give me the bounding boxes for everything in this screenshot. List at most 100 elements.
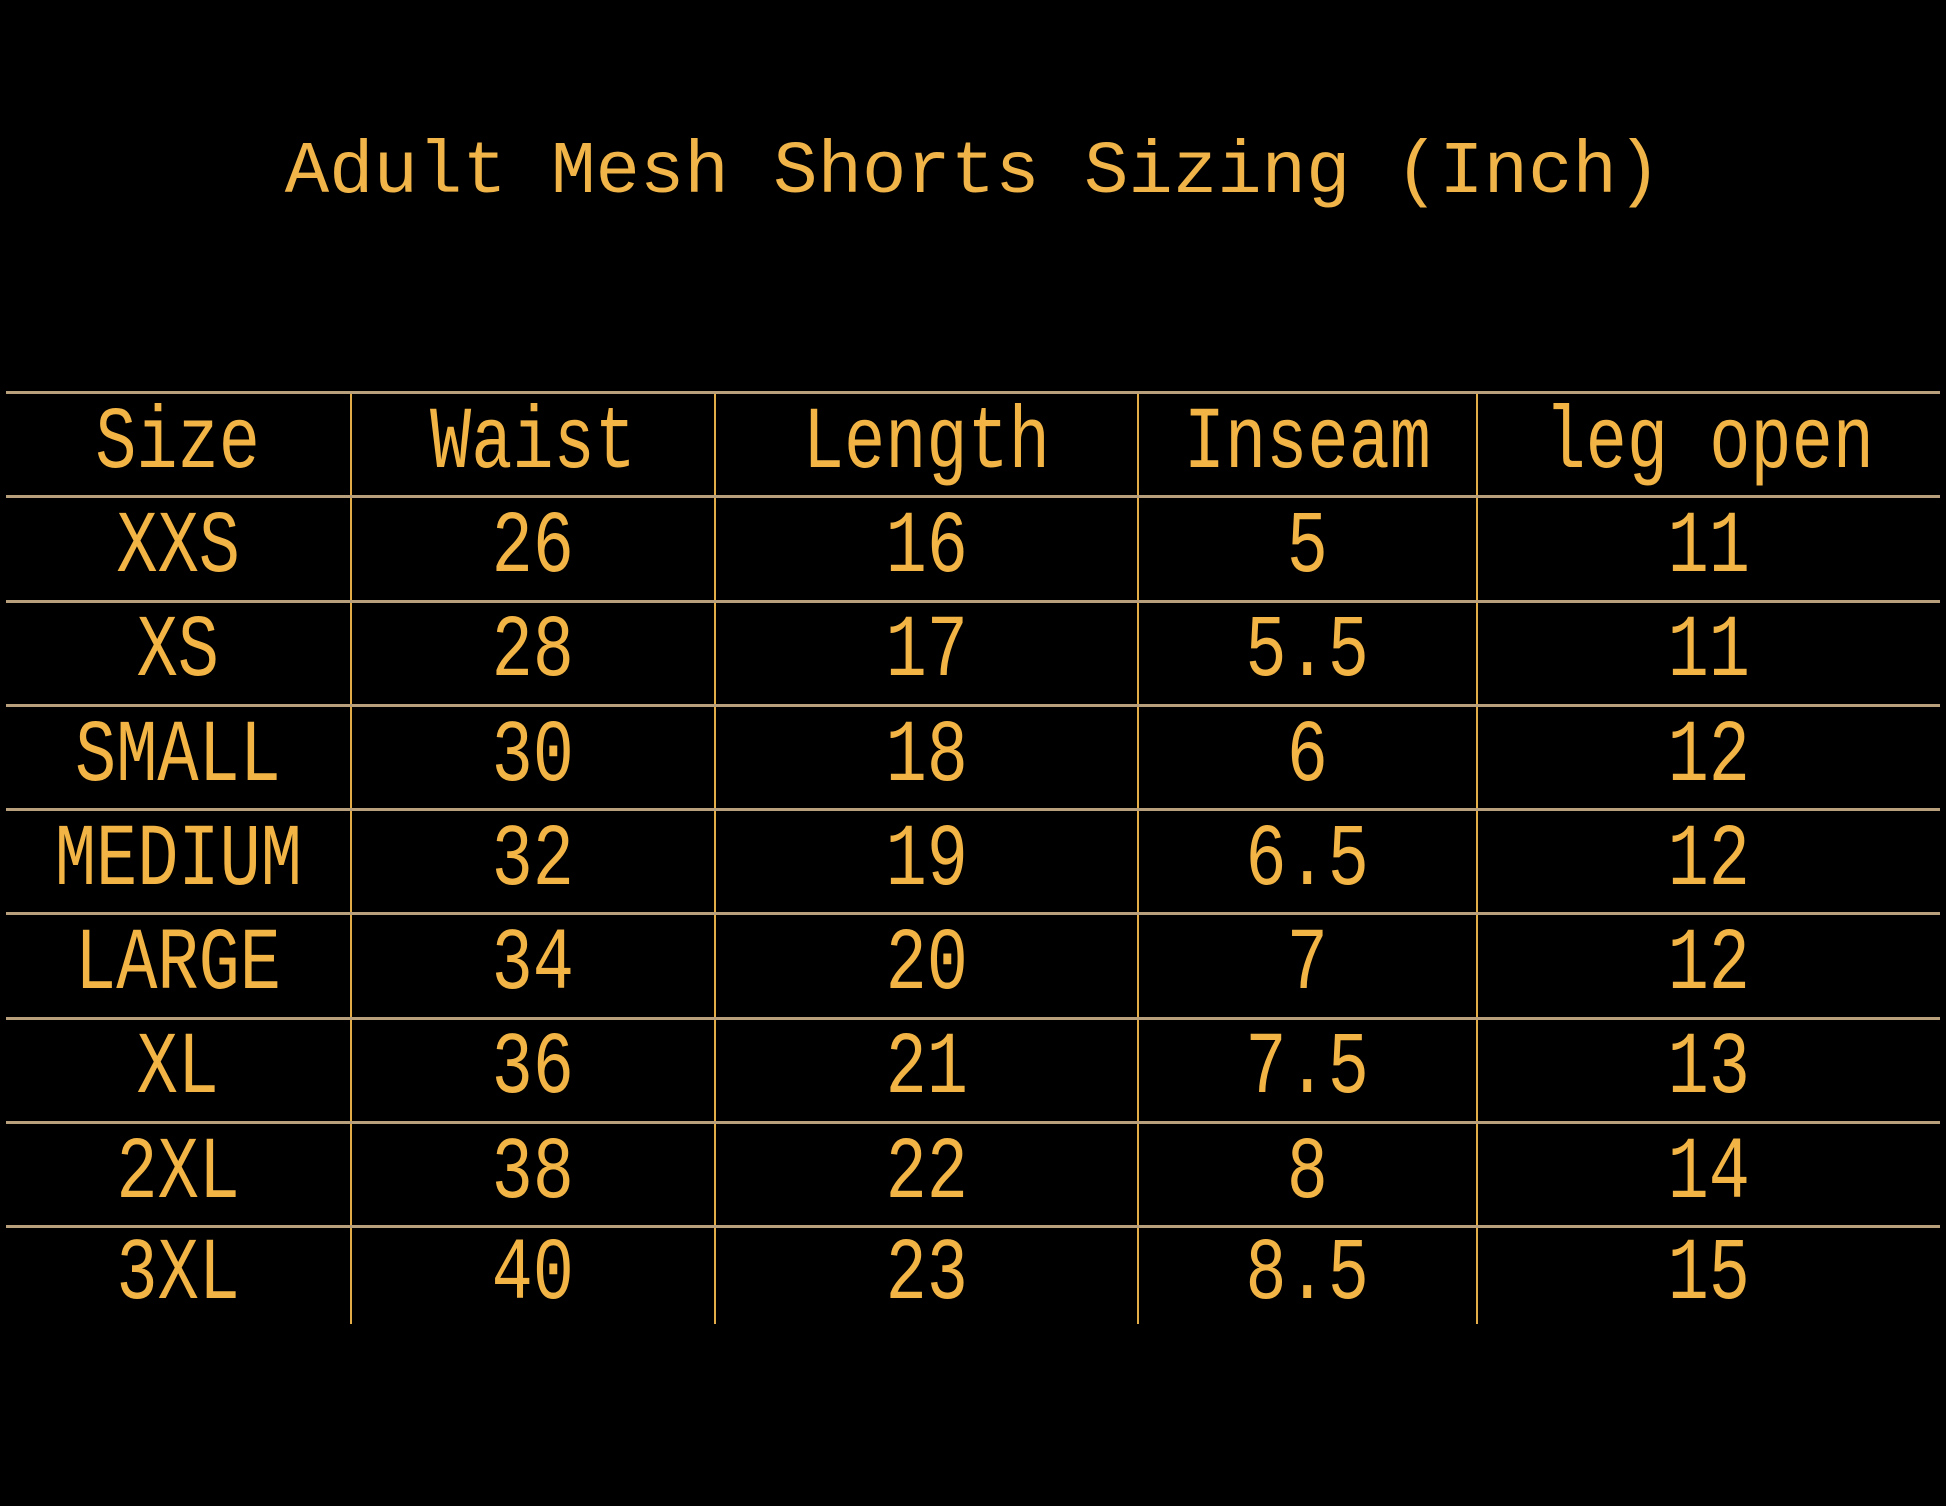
table-row: SMALL 30 18 6 12 (6, 703, 1940, 809)
table-cell: 11 (1476, 602, 1940, 704)
cell-value: 21 (885, 1020, 968, 1120)
cell-value: 18 (885, 707, 968, 807)
table-cell: 15 (1476, 1226, 1940, 1326)
cell-value: SMALL (75, 707, 281, 807)
table-cell: 12 (1476, 706, 1940, 809)
cell-value: XXS (116, 498, 240, 598)
cell-value: 28 (491, 603, 575, 703)
table-cell: 7 (1137, 915, 1476, 1017)
header-leg-open: leg open (1544, 394, 1874, 494)
table-cell: 8 (1137, 1124, 1476, 1226)
cell-value: MEDIUM (54, 811, 302, 911)
cell-value: 40 (491, 1226, 575, 1326)
table-cell: 19 (714, 811, 1137, 913)
cell-value: 2XL (116, 1124, 240, 1224)
cell-value: 12 (1667, 707, 1751, 807)
table-cell: 21 (714, 1019, 1137, 1122)
table-cell: 36 (350, 1019, 714, 1122)
header-size: Size (95, 394, 261, 494)
cell-value: 6 (1286, 707, 1329, 807)
cell-value: 8 (1286, 1124, 1329, 1224)
header-cell: leg open (1476, 394, 1940, 496)
table-cell: 18 (714, 706, 1137, 809)
table-cell: 8.5 (1137, 1226, 1476, 1326)
cell-value: 13 (1667, 1020, 1751, 1120)
table-cell: 3XL (6, 1228, 350, 1324)
header-cell: Waist (350, 394, 714, 496)
table-cell: XS (6, 603, 350, 704)
cell-value: 7 (1286, 916, 1329, 1016)
header-cell: Length (714, 394, 1137, 496)
cell-value: 12 (1667, 916, 1751, 1016)
header-row: Size Waist Length Inseam leg open (6, 391, 1940, 496)
table-cell: 16 (714, 498, 1137, 600)
table-cell: 22 (714, 1124, 1137, 1226)
table-cell: XXS (6, 498, 350, 599)
header-inseam: Inseam (1183, 394, 1432, 494)
table-row: XS 28 17 5.5 11 (6, 599, 1940, 704)
table-cell: 23 (714, 1226, 1137, 1326)
table-cell: 28 (350, 602, 714, 704)
table-cell: 12 (1476, 811, 1940, 913)
cell-value: 5.5 (1245, 603, 1370, 703)
table-cell: MEDIUM (6, 811, 350, 912)
table-row: 2XL 38 22 8 14 (6, 1121, 1940, 1226)
table-cell: 6.5 (1137, 811, 1476, 913)
table-cell: 30 (350, 706, 714, 809)
cell-value: 20 (885, 916, 968, 1016)
cell-value: 3XL (116, 1226, 240, 1326)
cell-value: 7.5 (1245, 1020, 1370, 1120)
table-cell: 6 (1137, 706, 1476, 809)
cell-value: 14 (1667, 1124, 1751, 1224)
table-cell: 7.5 (1137, 1019, 1476, 1122)
table-cell: 2XL (6, 1124, 350, 1225)
table-cell: 26 (350, 498, 714, 600)
cell-value: 36 (491, 1020, 575, 1120)
cell-value: 22 (885, 1124, 968, 1224)
table-cell: 20 (714, 915, 1137, 1017)
table-row: XXS 26 16 5 11 (6, 495, 1940, 600)
table-row: MEDIUM 32 19 6.5 12 (6, 808, 1940, 913)
table-cell: 38 (350, 1124, 714, 1226)
cell-value: 16 (885, 498, 968, 598)
table-cell: 32 (350, 811, 714, 913)
cell-value: 30 (491, 707, 575, 807)
table-cell: XL (6, 1020, 350, 1121)
table-row: LARGE 34 20 7 12 (6, 912, 1940, 1017)
table-cell: 34 (350, 915, 714, 1017)
table-cell: 17 (714, 602, 1137, 704)
cell-value: 38 (491, 1124, 575, 1224)
header-waist: Waist (430, 394, 636, 494)
table-row: XL 36 21 7.5 13 (6, 1016, 1940, 1122)
table-cell: 12 (1476, 915, 1940, 1017)
cell-value: 23 (885, 1226, 968, 1326)
cell-value: 8.5 (1245, 1226, 1370, 1326)
table-cell: 5 (1137, 498, 1476, 600)
cell-value: 19 (885, 811, 968, 911)
cell-value: XS (136, 603, 220, 703)
table-cell: 13 (1476, 1019, 1940, 1122)
header-length: Length (802, 394, 1051, 494)
page-title: Adult Mesh Shorts Sizing (Inch) (284, 131, 1662, 215)
table-cell: 11 (1476, 498, 1940, 600)
table-cell: 40 (350, 1226, 714, 1326)
cell-value: XL (136, 1020, 220, 1120)
cell-value: 26 (491, 498, 575, 598)
table-cell: 5.5 (1137, 602, 1476, 704)
size-chart-table: Size Waist Length Inseam leg open XXS 26 1… (6, 391, 1940, 1326)
cell-value: 34 (491, 916, 575, 1016)
cell-value: 11 (1667, 603, 1751, 703)
header-cell: Inseam (1137, 394, 1476, 496)
cell-value: 15 (1667, 1226, 1751, 1326)
table-cell: SMALL (6, 707, 350, 808)
cell-value: LARGE (75, 916, 281, 1016)
cell-value: 17 (885, 603, 968, 703)
table-row: 3XL 40 23 8.5 15 (6, 1225, 1940, 1326)
cell-value: 6.5 (1245, 811, 1370, 911)
cell-value: 12 (1667, 811, 1751, 911)
cell-value: 5 (1286, 498, 1329, 598)
table-cell: 14 (1476, 1124, 1940, 1226)
cell-value: 32 (491, 811, 575, 911)
header-cell: Size (6, 394, 350, 495)
table-cell: LARGE (6, 915, 350, 1016)
